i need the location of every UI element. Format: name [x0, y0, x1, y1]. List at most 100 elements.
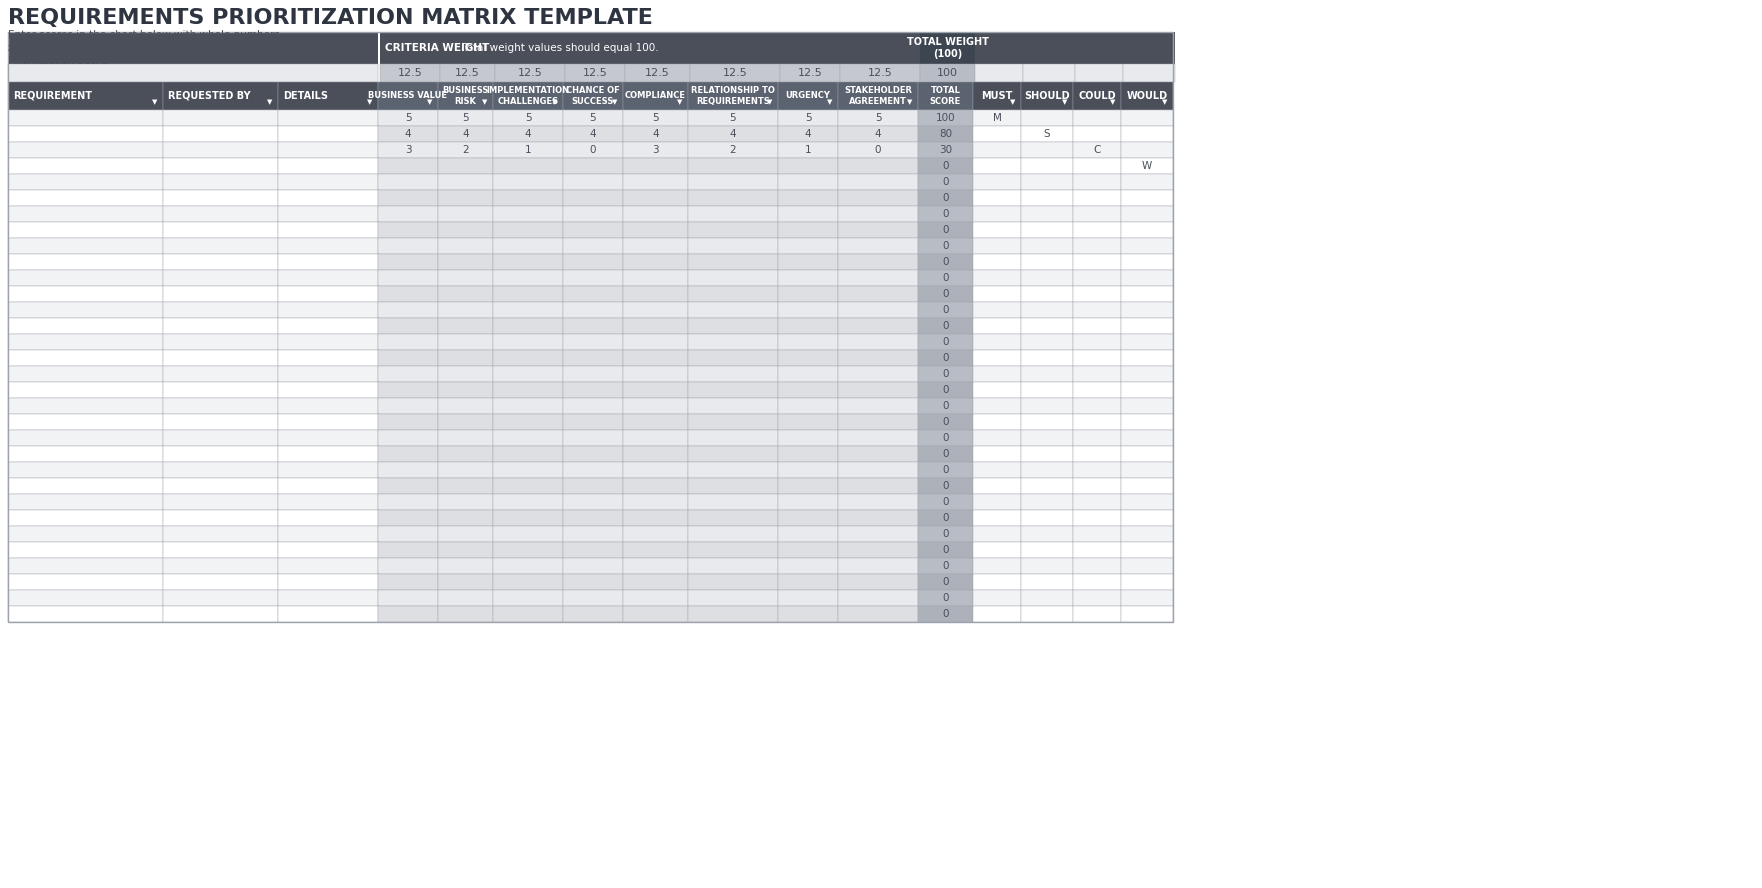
FancyBboxPatch shape — [564, 334, 624, 350]
Text: REQUIREMENT: REQUIREMENT — [12, 91, 92, 101]
Text: 0: 0 — [943, 593, 948, 603]
FancyBboxPatch shape — [624, 446, 687, 462]
Text: IMPLEMENTATION
CHALLENGES: IMPLEMENTATION CHALLENGES — [486, 86, 569, 106]
FancyBboxPatch shape — [779, 398, 839, 414]
FancyBboxPatch shape — [1073, 462, 1121, 478]
FancyBboxPatch shape — [624, 414, 687, 430]
FancyBboxPatch shape — [839, 126, 918, 142]
FancyBboxPatch shape — [278, 382, 379, 398]
Text: WOULD: WOULD — [1126, 91, 1168, 101]
FancyBboxPatch shape — [1073, 318, 1121, 334]
Text: 5: 5 — [874, 113, 881, 123]
FancyBboxPatch shape — [493, 414, 564, 430]
FancyBboxPatch shape — [379, 318, 439, 334]
FancyBboxPatch shape — [1121, 238, 1173, 254]
FancyBboxPatch shape — [839, 174, 918, 190]
FancyBboxPatch shape — [439, 82, 493, 110]
FancyBboxPatch shape — [918, 206, 973, 222]
FancyBboxPatch shape — [278, 510, 379, 526]
FancyBboxPatch shape — [1121, 558, 1173, 574]
FancyBboxPatch shape — [687, 558, 779, 574]
FancyBboxPatch shape — [379, 142, 439, 158]
FancyBboxPatch shape — [564, 110, 624, 126]
FancyBboxPatch shape — [493, 382, 564, 398]
FancyBboxPatch shape — [839, 142, 918, 158]
FancyBboxPatch shape — [687, 574, 779, 590]
FancyBboxPatch shape — [1073, 270, 1121, 286]
FancyBboxPatch shape — [379, 430, 439, 446]
FancyBboxPatch shape — [1020, 510, 1073, 526]
FancyBboxPatch shape — [973, 478, 1020, 494]
FancyBboxPatch shape — [9, 318, 164, 334]
FancyBboxPatch shape — [278, 302, 379, 318]
FancyBboxPatch shape — [691, 64, 781, 82]
FancyBboxPatch shape — [9, 574, 164, 590]
FancyBboxPatch shape — [564, 190, 624, 206]
FancyBboxPatch shape — [439, 142, 493, 158]
FancyBboxPatch shape — [379, 126, 439, 142]
FancyBboxPatch shape — [1121, 302, 1173, 318]
FancyBboxPatch shape — [1020, 526, 1073, 542]
FancyBboxPatch shape — [779, 286, 839, 302]
FancyBboxPatch shape — [9, 366, 164, 382]
FancyBboxPatch shape — [687, 366, 779, 382]
FancyBboxPatch shape — [973, 302, 1020, 318]
Text: 30: 30 — [939, 145, 951, 155]
FancyBboxPatch shape — [839, 82, 918, 110]
FancyBboxPatch shape — [839, 606, 918, 622]
FancyBboxPatch shape — [973, 174, 1020, 190]
FancyBboxPatch shape — [918, 414, 973, 430]
FancyBboxPatch shape — [687, 542, 779, 558]
FancyBboxPatch shape — [973, 222, 1020, 238]
FancyBboxPatch shape — [493, 222, 564, 238]
FancyBboxPatch shape — [1121, 286, 1173, 302]
FancyBboxPatch shape — [1121, 430, 1173, 446]
FancyBboxPatch shape — [564, 174, 624, 190]
FancyBboxPatch shape — [1020, 126, 1073, 142]
FancyBboxPatch shape — [164, 590, 278, 606]
FancyBboxPatch shape — [624, 222, 687, 238]
Text: 0: 0 — [943, 289, 948, 299]
FancyBboxPatch shape — [278, 590, 379, 606]
FancyBboxPatch shape — [624, 366, 687, 382]
FancyBboxPatch shape — [624, 318, 687, 334]
FancyBboxPatch shape — [439, 462, 493, 478]
FancyBboxPatch shape — [439, 606, 493, 622]
FancyBboxPatch shape — [687, 606, 779, 622]
Text: BUSINESS VALUE: BUSINESS VALUE — [368, 91, 448, 100]
FancyBboxPatch shape — [439, 494, 493, 510]
FancyBboxPatch shape — [1122, 32, 1175, 64]
Text: ▼: ▼ — [366, 99, 374, 105]
FancyBboxPatch shape — [1073, 110, 1121, 126]
Text: 0: 0 — [943, 465, 948, 475]
Text: 0: 0 — [943, 177, 948, 187]
FancyBboxPatch shape — [779, 158, 839, 174]
FancyBboxPatch shape — [1020, 350, 1073, 366]
FancyBboxPatch shape — [918, 350, 973, 366]
FancyBboxPatch shape — [918, 158, 973, 174]
FancyBboxPatch shape — [440, 64, 495, 82]
FancyBboxPatch shape — [1073, 558, 1121, 574]
FancyBboxPatch shape — [493, 398, 564, 414]
Text: W: W — [1142, 161, 1152, 171]
FancyBboxPatch shape — [1020, 254, 1073, 270]
FancyBboxPatch shape — [379, 446, 439, 462]
FancyBboxPatch shape — [918, 590, 973, 606]
FancyBboxPatch shape — [1073, 446, 1121, 462]
FancyBboxPatch shape — [1121, 142, 1173, 158]
Text: 12.5: 12.5 — [645, 68, 670, 78]
FancyBboxPatch shape — [687, 494, 779, 510]
FancyBboxPatch shape — [918, 398, 973, 414]
FancyBboxPatch shape — [1121, 190, 1173, 206]
FancyBboxPatch shape — [1020, 558, 1073, 574]
FancyBboxPatch shape — [1121, 478, 1173, 494]
Text: ▼: ▼ — [828, 99, 833, 105]
FancyBboxPatch shape — [439, 238, 493, 254]
FancyBboxPatch shape — [973, 126, 1020, 142]
FancyBboxPatch shape — [493, 206, 564, 222]
FancyBboxPatch shape — [564, 494, 624, 510]
FancyBboxPatch shape — [278, 542, 379, 558]
FancyBboxPatch shape — [493, 126, 564, 142]
FancyBboxPatch shape — [439, 126, 493, 142]
FancyBboxPatch shape — [564, 526, 624, 542]
